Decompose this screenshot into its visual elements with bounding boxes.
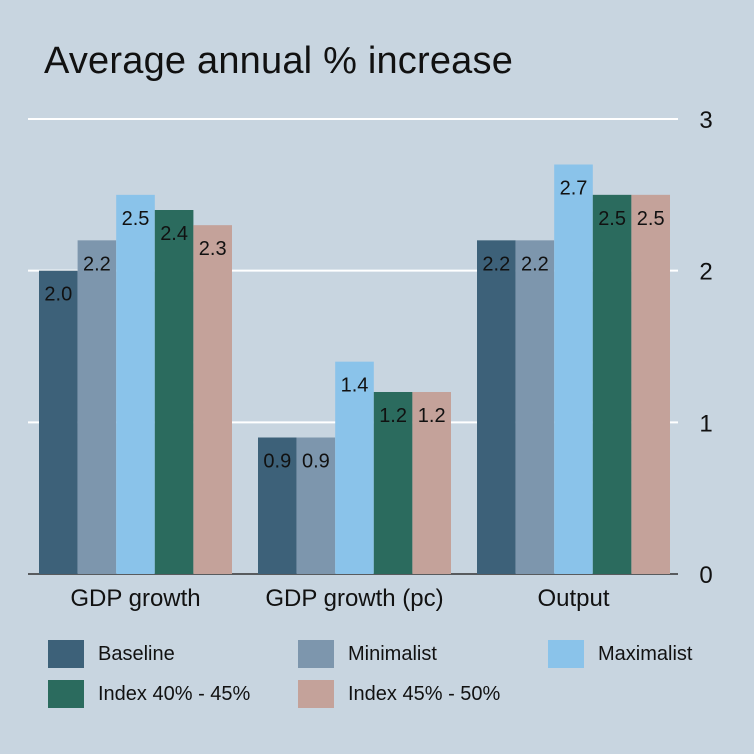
y-tick-label: 0 xyxy=(699,562,712,589)
data-label: 0.9 xyxy=(263,451,291,473)
bar xyxy=(335,361,374,574)
data-label: 2.0 xyxy=(44,284,72,306)
data-label: 2.5 xyxy=(598,208,626,230)
bar xyxy=(554,164,593,574)
y-tick-label: 3 xyxy=(699,107,712,134)
legend-swatch xyxy=(548,640,584,668)
plot-area: 0 1 2 3 2.0 2.2 2.5 2.4 2.3 GDP growth 0.9 0.9 1.4 1.… xyxy=(28,107,713,612)
legend-item: Index 40% - 45% xyxy=(48,678,298,710)
legend-swatch xyxy=(298,680,334,708)
legend-label: Baseline xyxy=(98,642,175,665)
category-label: Output xyxy=(537,585,609,612)
legend-item: Baseline xyxy=(48,638,298,670)
data-label: 2.2 xyxy=(83,253,111,275)
y-tick-label: 2 xyxy=(699,259,712,286)
bar xyxy=(373,392,413,574)
legend-swatch xyxy=(48,640,84,668)
bar xyxy=(631,194,670,575)
bar xyxy=(193,225,232,574)
data-label: 2.5 xyxy=(122,208,150,230)
y-tick-label: 1 xyxy=(699,410,712,437)
bar xyxy=(258,437,297,574)
legend-label: Index 45% - 50% xyxy=(348,682,501,705)
bar xyxy=(77,240,117,575)
bar xyxy=(412,392,451,574)
legend-item: Index 45% - 50% xyxy=(298,678,548,710)
legend-swatch xyxy=(48,680,84,708)
bar xyxy=(116,194,155,575)
bar xyxy=(515,240,555,575)
legend-swatch xyxy=(298,640,334,668)
data-label: 1.2 xyxy=(418,405,446,427)
legend-label: Maximalist xyxy=(598,642,693,665)
data-label: 1.2 xyxy=(379,405,407,427)
legend-item: Maximalist xyxy=(548,638,738,670)
category-label: GDP growth xyxy=(70,585,200,612)
data-label: 2.5 xyxy=(637,208,665,230)
category-label: GDP growth (pc) xyxy=(265,585,443,612)
legend-item: Minimalist xyxy=(298,638,548,670)
legend-label: Minimalist xyxy=(348,642,437,665)
bar xyxy=(39,270,78,574)
legend: Baseline Minimalist Maximalist Index 40% - … xyxy=(48,638,738,710)
bar xyxy=(592,194,632,575)
data-label: 0.9 xyxy=(302,451,330,473)
bar xyxy=(477,240,516,575)
data-label: 2.3 xyxy=(199,238,227,260)
data-label: 1.4 xyxy=(341,375,369,397)
data-label: 2.2 xyxy=(482,253,510,275)
legend-label: Index 40% - 45% xyxy=(98,682,251,705)
bar xyxy=(296,437,336,574)
chart-title: Average annual % increase xyxy=(44,40,514,82)
data-label: 2.7 xyxy=(560,178,588,200)
data-label: 2.4 xyxy=(160,223,188,245)
bar xyxy=(154,210,194,574)
data-label: 2.2 xyxy=(521,253,549,275)
